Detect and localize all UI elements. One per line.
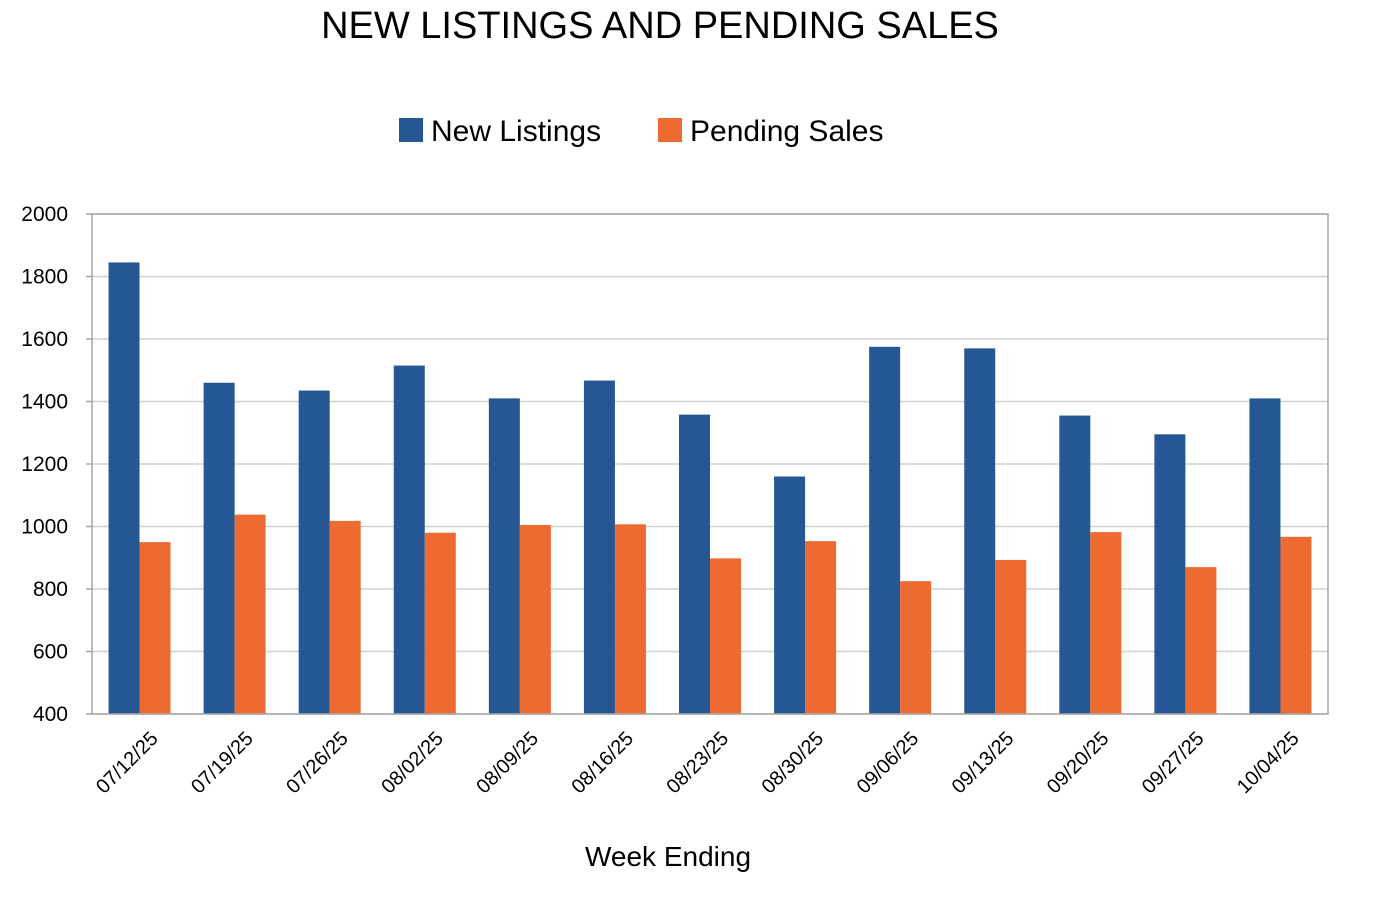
x-tick-label: 08/23/25 (663, 728, 734, 799)
x-tick-label: 09/20/25 (1043, 728, 1114, 799)
x-tick-label: 08/09/25 (472, 728, 543, 799)
y-tick-label: 600 (33, 641, 68, 664)
legend-label-new-listings: New Listings (431, 115, 601, 148)
x-tick-label: 07/12/25 (92, 728, 163, 799)
bar-new-listings (679, 414, 710, 715)
bar-pending-sales (139, 542, 171, 715)
bar-pending-sales (1280, 536, 1312, 714)
bar-new-listings (393, 365, 425, 714)
y-tick-label: 1400 (21, 391, 68, 414)
x-tick-label: 08/30/25 (758, 728, 829, 799)
legend: New Listings Pending Sales (399, 115, 883, 148)
y-tick-label: 2000 (21, 203, 68, 226)
bar-pending-sales (519, 524, 551, 714)
bar-new-listings (869, 346, 901, 714)
bars (108, 262, 1312, 715)
bar-new-listings (1059, 415, 1091, 714)
bar-pending-sales (329, 520, 361, 715)
bar-new-listings (1154, 434, 1186, 714)
chart-title: NEW LISTINGS AND PENDING SALES (321, 5, 999, 47)
bar-new-listings (1249, 398, 1281, 715)
bar-new-listings (298, 390, 330, 714)
y-axis-ticks: 400 600 800 1000 1200 1400 1600 1800 2000 (21, 203, 92, 726)
bar-pending-sales (805, 541, 837, 714)
x-tick-label: 09/13/25 (948, 728, 1019, 799)
bar-new-listings (583, 380, 615, 714)
bar-pending-sales (234, 514, 266, 715)
x-axis-title: Week Ending (585, 841, 751, 872)
y-tick-label: 1000 (21, 516, 68, 539)
legend-swatch-new-listings (399, 118, 423, 142)
legend-swatch-pending-sales (658, 118, 682, 142)
x-tick-label: 08/02/25 (377, 728, 448, 799)
bar-new-listings (203, 382, 235, 714)
x-tick-label: 09/27/25 (1138, 728, 1209, 799)
y-tick-label: 1600 (21, 328, 68, 351)
bar-pending-sales (900, 581, 932, 714)
bar-pending-sales (1185, 567, 1217, 715)
y-tick-label: 800 (33, 578, 68, 601)
bar-pending-sales (1090, 532, 1122, 715)
bar-new-listings (964, 348, 996, 715)
x-tick-label: 08/16/25 (567, 728, 638, 799)
x-tick-label: 10/04/25 (1233, 728, 1304, 799)
bar-new-listings (108, 262, 140, 714)
bar-pending-sales (995, 559, 1027, 714)
x-tick-label: 09/06/25 (853, 728, 924, 799)
legend-label-pending-sales: Pending Sales (690, 115, 883, 148)
plot-area-border (91, 213, 1329, 715)
x-axis-ticks: 07/12/25 07/19/25 07/26/25 08/02/25 08/09/25… (92, 728, 1304, 799)
bar-pending-sales (614, 524, 646, 714)
bar-pending-sales (424, 532, 456, 714)
y-tick-label: 1200 (21, 453, 68, 476)
y-tick-label: 1800 (21, 266, 68, 289)
y-tick-label: 400 (33, 703, 68, 726)
x-tick-label: 07/26/25 (282, 728, 353, 799)
bar-pending-sales (710, 558, 741, 715)
bar-new-listings (488, 398, 520, 715)
bar-new-listings (774, 476, 806, 714)
x-tick-label: 07/19/25 (187, 728, 258, 799)
